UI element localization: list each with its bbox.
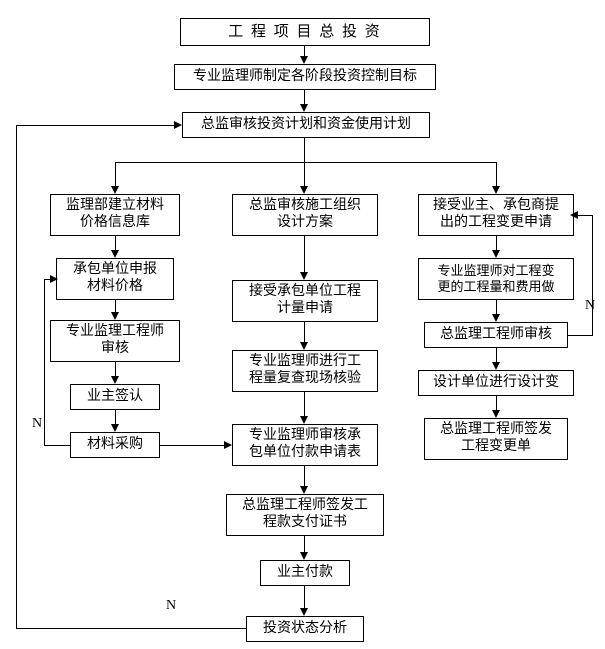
- edge: [568, 335, 592, 336]
- edge: [304, 162, 305, 188]
- node-set-targets: 专业监理师制定各阶段投资控制目标: [174, 64, 436, 90]
- node-design-review: 总监审核施工组织设计方案: [232, 194, 378, 236]
- node-change-cost: 专业监理师对工程变更的工程量和费用做: [418, 258, 574, 300]
- arrow-icon: [492, 186, 500, 194]
- node-owner-pay: 业主付款: [260, 560, 350, 586]
- arrow-icon: [300, 272, 308, 280]
- label-n-right: N: [585, 298, 595, 314]
- arrow-icon: [300, 552, 308, 560]
- node-payment-review: 专业监理师审核承包单位付款申请表: [232, 424, 378, 466]
- arrow-icon: [492, 250, 500, 258]
- node-contractor-price: 承包单位申报材料价格: [56, 258, 174, 300]
- arrow-icon: [111, 376, 119, 384]
- edge: [304, 138, 305, 162]
- node-design-change: 设计单位进行设计变: [418, 370, 574, 396]
- edge: [304, 392, 305, 418]
- edge: [304, 466, 305, 488]
- arrow-icon: [570, 211, 578, 219]
- node-review-plan: 总监审核投资计划和资金使用计划: [182, 112, 430, 138]
- arrow-icon: [300, 342, 308, 350]
- arrow-icon: [300, 608, 308, 616]
- edge: [115, 162, 116, 188]
- edge: [496, 162, 497, 188]
- arrow-icon: [492, 362, 500, 370]
- node-owner-sign: 业主签认: [70, 384, 160, 410]
- node-status-analysis: 投资状态分析: [246, 616, 364, 642]
- edge: [44, 445, 70, 446]
- arrow-icon: [300, 486, 308, 494]
- arrow-icon: [111, 186, 119, 194]
- arrow-icon: [492, 314, 500, 322]
- arrow-icon: [300, 186, 308, 194]
- node-onsite-verify: 专业监理师进行工程量复查现场核验: [232, 350, 378, 392]
- edge: [592, 215, 593, 336]
- node-measure-request: 接受承包单位工程计量申请: [232, 280, 378, 322]
- node-payment-cert: 总监理工程师签发工程款支付证书: [226, 494, 384, 536]
- node-total-investment: 工 程 项 目 总 投 资: [180, 18, 430, 46]
- edge: [16, 628, 246, 629]
- node-chief-review: 总监理工程师审核: [424, 322, 568, 348]
- arrow-icon: [111, 250, 119, 258]
- arrow-icon: [492, 410, 500, 418]
- edge: [576, 215, 592, 216]
- node-material-purchase: 材料采购: [70, 432, 160, 458]
- label-n-left: N: [32, 416, 42, 432]
- arrow-icon: [224, 441, 232, 449]
- label-n-bottom: N: [166, 598, 176, 614]
- edge: [115, 162, 496, 163]
- node-material-db: 监理部建立材料价格信息库: [50, 194, 180, 236]
- node-engineer-review: 专业监理工程师审核: [50, 320, 180, 362]
- arrow-icon: [174, 121, 182, 129]
- arrow-icon: [300, 104, 308, 112]
- node-change-request: 接受业主、承包商提出的工程变更申请: [418, 194, 574, 236]
- edge: [160, 445, 226, 446]
- edge: [304, 236, 305, 274]
- node-issue-change: 总监理工程师签发工程变更单: [424, 418, 568, 460]
- arrow-icon: [300, 56, 308, 64]
- edge: [44, 279, 45, 446]
- edge: [16, 125, 176, 126]
- arrow-icon: [50, 275, 58, 283]
- arrow-icon: [300, 416, 308, 424]
- arrow-icon: [111, 424, 119, 432]
- edge: [304, 322, 305, 344]
- edge: [16, 125, 17, 629]
- edge: [304, 586, 305, 610]
- arrow-icon: [111, 312, 119, 320]
